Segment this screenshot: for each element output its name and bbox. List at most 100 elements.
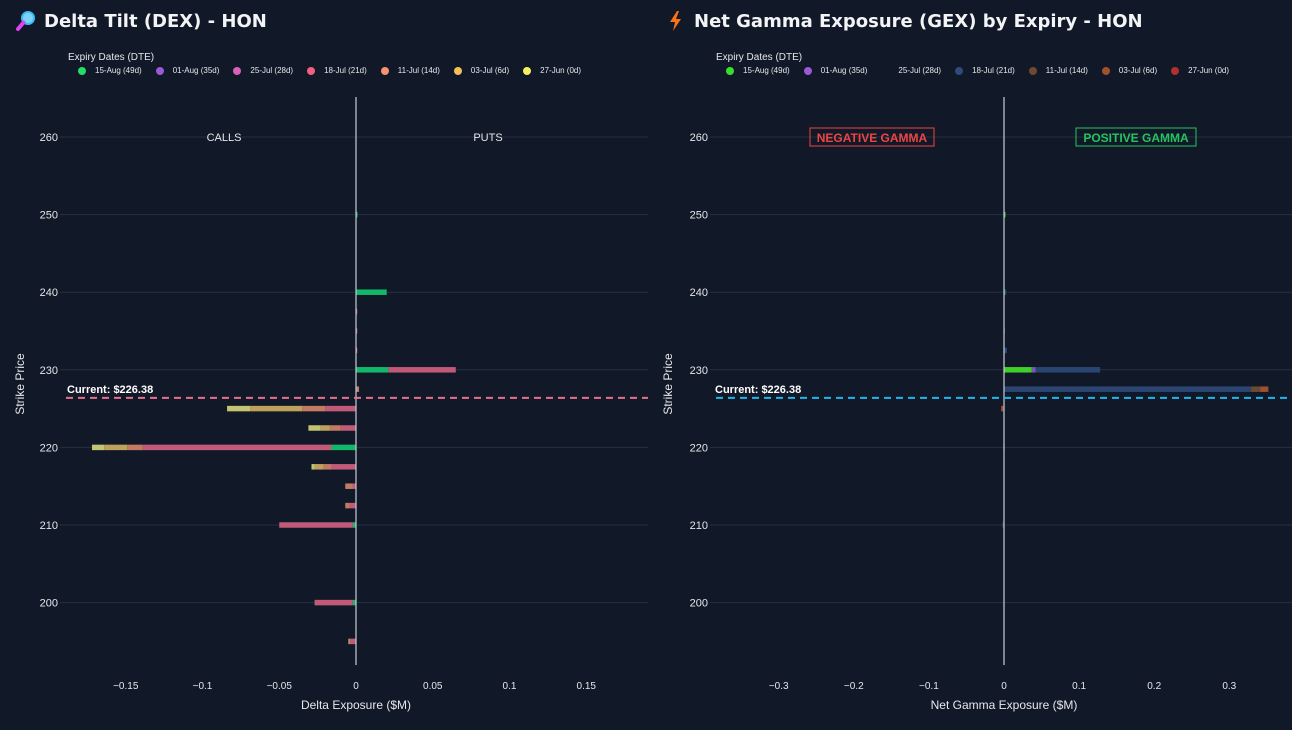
dex-bar[interactable] [250, 405, 303, 412]
dex-bar[interactable] [356, 347, 358, 354]
gex-bar[interactable] [1004, 386, 1252, 392]
dex-annotation-calls: CALLS [207, 132, 242, 144]
gex-bar[interactable] [1004, 211, 1006, 218]
gex-legend-item[interactable]: 25-Jul (28d) [881, 66, 941, 75]
gex-overlay [716, 97, 1292, 665]
gex-legend-label: 01-Aug (35d) [820, 66, 868, 75]
gex-legend-item[interactable]: 15-Aug (49d) [726, 66, 790, 75]
dex-legend-item[interactable]: 15-Aug (49d) [78, 66, 142, 75]
gex-ytick-label: 240 [690, 287, 708, 299]
dex-xtick-label: 0 [353, 681, 359, 692]
gex-legend-item[interactable]: 11-Jul (14d) [1028, 66, 1088, 75]
gex-bar[interactable] [1004, 347, 1008, 354]
dex-bar[interactable] [345, 483, 353, 489]
dex-legend-item[interactable]: 01-Aug (35d) [155, 66, 219, 75]
gex-ytick-label: 260 [690, 132, 708, 144]
gex-xtick-label: 0.1 [1072, 681, 1086, 692]
dex-bar[interactable] [91, 444, 105, 451]
dex-bar[interactable] [308, 425, 321, 431]
magnifying-glass-icon [16, 11, 35, 31]
dex-bar[interactable] [388, 367, 456, 373]
dex-legend-item[interactable]: 18-Jul (21d) [307, 66, 367, 75]
dex-bar[interactable] [356, 386, 360, 392]
gex-legend-label: 18-Jul (21d) [972, 66, 1015, 75]
dex-xtick-label: 0.15 [577, 681, 597, 692]
dex-bar[interactable] [356, 328, 358, 334]
dex-bar[interactable] [345, 502, 350, 509]
dex-bar[interactable] [356, 308, 358, 315]
legend-marker-icon [523, 66, 532, 75]
dex-bar[interactable] [127, 444, 143, 451]
dex-xlabel: Delta Exposure ($M) [301, 698, 411, 712]
dex-bar[interactable] [227, 405, 251, 412]
dex-legend[interactable]: 15-Aug (49d) 01-Aug (35d) 25-Jul (28d) 18-J… [78, 66, 595, 75]
gex-negative-gamma-box [809, 127, 935, 147]
gex-legend[interactable]: 15-Aug (49d) 01-Aug (35d) 25-Jul (28d) 18-J… [726, 66, 1243, 75]
legend-marker-icon [1028, 66, 1037, 75]
gex-bar[interactable] [1002, 522, 1004, 528]
gex-ytick-label: 210 [690, 520, 708, 532]
dex-bar[interactable] [104, 444, 128, 451]
dex-ytick-label: 250 [40, 210, 58, 222]
gex-legend-item[interactable]: 27-Jun (0d) [1171, 66, 1229, 75]
dex-legend-item[interactable]: 27-Jun (0d) [523, 66, 581, 75]
gex-title-text: Net Gamma Exposure (GEX) by Expiry - HON [694, 10, 1143, 32]
dex-legend-title: Expiry Dates (DTE) [68, 52, 155, 63]
gex-xtick-label: −0.3 [769, 681, 789, 692]
dex-bar[interactable] [331, 464, 356, 470]
dex-bar[interactable] [356, 367, 389, 373]
dex-ytick-label: 240 [40, 287, 58, 299]
dex-xtick-label: −0.15 [113, 681, 139, 692]
dex-bar[interactable] [311, 464, 315, 470]
legend-marker-icon [955, 66, 964, 75]
gex-xlabel: Net Gamma Exposure ($M) [931, 698, 1078, 712]
gex-chart[interactable]: 200 210 220 230 240 250 260 −0.3 −0.2 −0.1 0 0.1 0.2… [650, 0, 1292, 730]
dex-bar[interactable] [314, 464, 324, 470]
gex-bar[interactable] [1004, 289, 1007, 295]
dex-bar[interactable] [323, 464, 332, 470]
dex-bar[interactable] [356, 289, 387, 295]
legend-marker-icon [1171, 66, 1180, 75]
dex-bar[interactable] [352, 483, 356, 489]
dex-bar[interactable] [302, 405, 326, 412]
dex-bar[interactable] [352, 599, 356, 606]
gex-bar[interactable] [1035, 367, 1101, 373]
gex-bar[interactable] [1260, 386, 1269, 392]
gex-legend-label: 25-Jul (28d) [898, 66, 942, 75]
gex-bar[interactable] [1031, 367, 1036, 373]
dex-bar[interactable] [314, 599, 353, 606]
gex-legend-title: Expiry Dates (DTE) [716, 52, 803, 63]
dex-bar[interactable] [329, 425, 341, 431]
dex-bar[interactable] [356, 211, 358, 218]
dex-bar[interactable] [320, 425, 330, 431]
gex-ylabel: Strike Price [661, 353, 675, 415]
dex-chart[interactable]: 200 210 220 230 240 250 260 −0.15 −0.1 −0.05 0 0.05… [0, 0, 650, 730]
gex-xtick-label: −0.1 [919, 681, 939, 692]
gex-legend-item[interactable]: 03-Jul (6d) [1101, 66, 1157, 75]
gex-legend-item[interactable]: 18-Jul (21d) [955, 66, 1015, 75]
dex-legend-label: 25-Jul (28d) [250, 66, 294, 75]
dex-legend-item[interactable]: 03-Jul (6d) [453, 66, 509, 75]
dex-legend-item[interactable]: 25-Jul (28d) [233, 66, 293, 75]
dex-bar[interactable] [279, 522, 353, 528]
legend-marker-icon [726, 66, 734, 75]
dex-ytick-label: 230 [40, 365, 58, 377]
dex-bar[interactable] [352, 522, 356, 528]
dex-bar[interactable] [142, 444, 332, 451]
dex-bar[interactable] [340, 425, 356, 431]
dex-bar[interactable] [348, 638, 350, 645]
gex-bar[interactable] [1000, 405, 1002, 412]
gex-legend-item[interactable]: 01-Aug (35d) [803, 66, 868, 75]
gex-gridlines [710, 136, 1292, 604]
gex-bar[interactable] [1004, 367, 1032, 373]
dex-bar[interactable] [349, 502, 356, 509]
gex-bar[interactable] [1001, 405, 1004, 412]
dex-legend-label: 18-Jul (21d) [324, 66, 367, 75]
gex-bar[interactable] [1251, 386, 1261, 392]
dex-bar[interactable] [325, 405, 356, 412]
gex-ytick-label: 200 [690, 598, 708, 610]
dex-bar[interactable] [349, 638, 356, 645]
dex-bar[interactable] [331, 444, 356, 451]
gex-annotation-negative: NEGATIVE GAMMA [817, 131, 928, 145]
dex-legend-item[interactable]: 11-Jul (14d) [380, 66, 440, 75]
